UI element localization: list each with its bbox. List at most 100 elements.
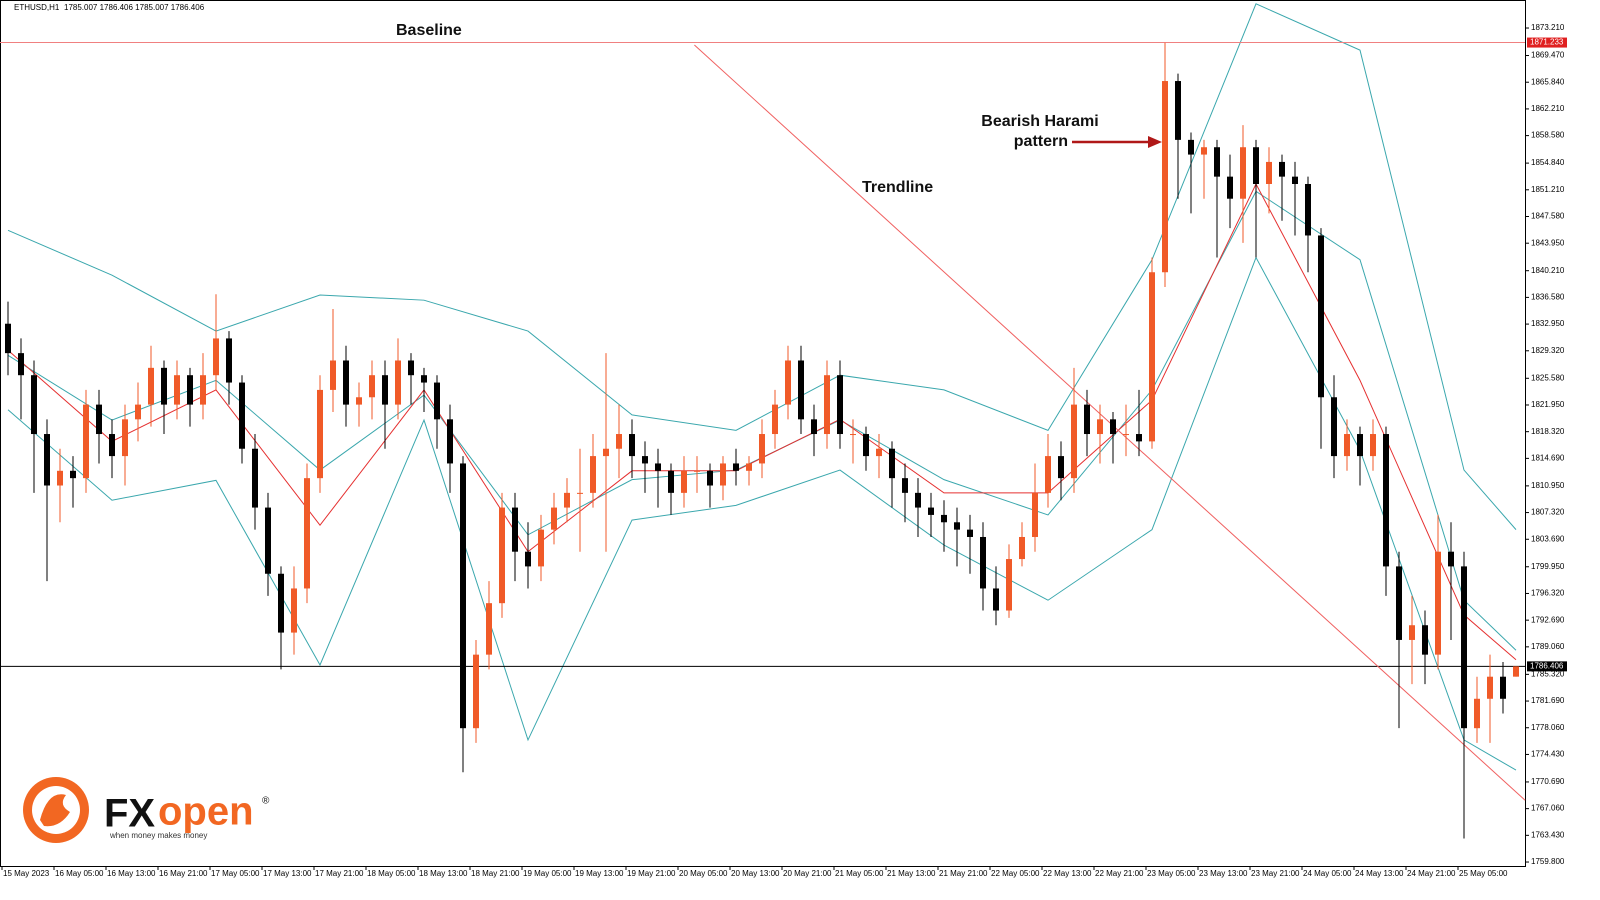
candle-body [772,404,778,435]
candle-body [603,448,609,457]
candle-body [1162,81,1168,273]
logo-text: FX [104,792,155,836]
candle-body [1409,625,1415,640]
baseline-tag: 1871.233 [1530,38,1564,47]
candle-body [629,434,635,457]
y-tick-label: 1825.580 [1531,373,1565,382]
candle-body [239,382,245,449]
annotation: Trendline [862,179,933,196]
y-tick-label: 1807.320 [1531,508,1565,517]
candle-body [382,375,388,405]
x-tick-label: 21 May 13:00 [887,869,936,878]
candle-body [707,470,713,486]
candle-body [421,375,427,383]
candle-body [785,360,791,405]
candle-body [1487,676,1493,699]
candle-body [278,573,284,633]
x-tick-label: 20 May 21:00 [783,869,832,878]
x-tick-label: 18 May 21:00 [471,869,520,878]
candle-body [941,514,947,523]
candle-body [1097,419,1103,435]
x-tick-label: 17 May 13:00 [263,869,312,878]
candle-body [330,360,336,390]
candle-body [1435,551,1441,655]
y-tick-label: 1789.060 [1531,642,1565,651]
x-tick-label: 21 May 05:00 [835,869,884,878]
candle-body [1370,434,1376,457]
y-tick-label: 1799.950 [1531,562,1565,571]
candle-body [1500,676,1506,699]
y-tick-label: 1814.690 [1531,453,1565,462]
candle-body [720,463,726,486]
y-tick-label: 1869.470 [1531,51,1565,60]
candle-body [837,375,843,435]
candle-body [460,463,466,729]
candle-body [681,470,687,493]
y-tick-label: 1818.320 [1531,427,1565,436]
candle-body [1266,161,1272,184]
candle-body [759,434,765,464]
x-tick-label: 22 May 13:00 [1043,869,1092,878]
candle-body [174,375,180,405]
candle-body [928,507,934,515]
candle-body [317,389,323,479]
candle-body [1110,419,1116,435]
candle-body [1448,551,1454,567]
x-tick-label: 18 May 05:00 [367,869,416,878]
candle-body [954,522,960,530]
x-tick-label: 24 May 05:00 [1303,869,1352,878]
moving-average [7,182,1517,661]
y-tick-label: 1847.580 [1531,212,1565,221]
candle-body [525,551,531,567]
y-tick-label: 1770.690 [1531,777,1565,786]
candle-body [473,654,479,729]
candle-body [1474,698,1480,729]
y-tick-label: 1781.690 [1531,696,1565,705]
plot-frame [0,0,1526,867]
candle-body [811,419,817,435]
candle-body [1045,456,1051,493]
candle-body [1019,536,1025,560]
x-tick-label: 23 May 21:00 [1251,869,1300,878]
candle-body [447,419,453,464]
candle-body [1240,147,1246,199]
candle-body [980,536,986,589]
candle-body [876,448,882,457]
y-tick-label: 1778.060 [1531,723,1565,732]
x-tick-label: 16 May 13:00 [107,869,156,878]
y-tick-label: 1792.690 [1531,615,1565,624]
candle-body [356,397,362,405]
candle-body [1175,81,1181,140]
y-tick-label: 1832.950 [1531,319,1565,328]
candle-body [369,375,375,398]
candle-body [824,375,830,435]
candle-body [512,507,518,552]
y-tick-label: 1803.690 [1531,534,1565,543]
y-tick-label: 1843.950 [1531,238,1565,247]
candle-body [1227,176,1233,199]
symbol: ETHUSD,H1 [14,3,60,12]
y-tick-label: 1873.210 [1531,23,1565,32]
logo-emblem-figure [40,794,70,827]
candle-body [551,507,557,530]
candle-body [265,507,271,574]
x-tick-label: 17 May 21:00 [315,869,364,878]
candle-body [1383,434,1389,567]
y-tick-label: 1836.580 [1531,293,1565,302]
y-tick-label: 1865.840 [1531,77,1565,86]
x-tick-label: 15 May 2023 [3,869,50,878]
candle-body [616,434,622,449]
candle-body [408,360,414,376]
candle-body [1344,434,1350,457]
candle-body [1201,147,1207,155]
candle-body [18,353,24,376]
candle-body [1006,559,1012,611]
candle-body [109,434,115,457]
y-tick-label: 1854.840 [1531,158,1565,167]
candle-body [1396,566,1402,640]
candle-body [395,360,401,405]
candle-body [1331,397,1337,457]
logo-tagline: when money makes money [109,831,207,840]
